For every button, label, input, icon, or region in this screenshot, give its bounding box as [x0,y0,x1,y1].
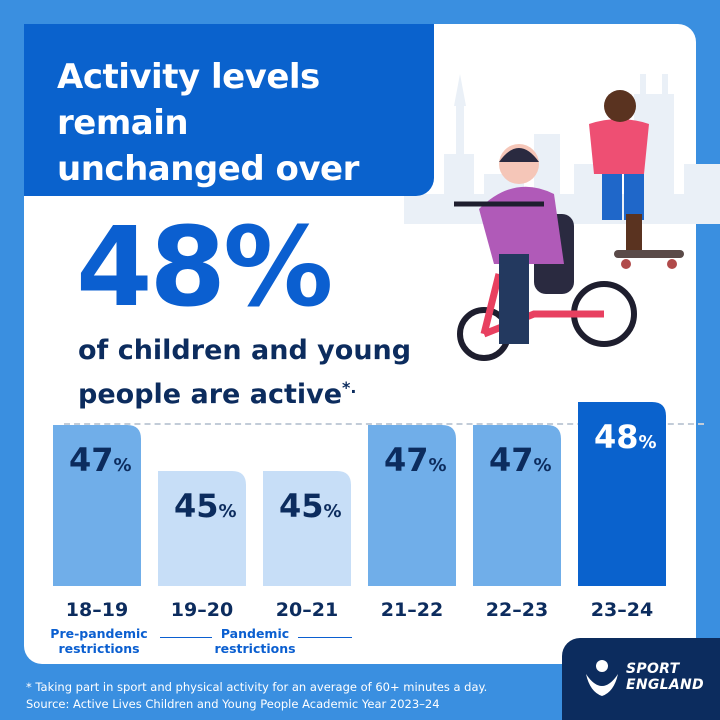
child-on-adaptive-tricycle-icon [454,144,637,361]
footnote-definition: * Taking part in sport and physical acti… [26,680,488,694]
bar-19–20 [158,471,246,586]
bar-23–24 [578,402,666,586]
logo-text: SPORT ENGLAND [626,661,704,693]
bar-18–19 [53,425,141,586]
bar-value-label: 48% [594,418,657,456]
category-label: 21–22 [381,599,443,621]
group-label-pre-pandemic: Pre-pandemic restrictions [50,626,148,656]
footnote-source: Source: Active Lives Children and Young … [26,697,440,711]
category-label: 18–19 [66,599,128,621]
category-label: 19–20 [171,599,233,621]
footnote: * Taking part in sport and physical acti… [26,679,487,713]
group-line-left [160,637,212,638]
footnote-mark: *. [342,378,357,397]
bar-value-label: 47% [489,441,552,479]
headline-text: of children and young people are active [78,335,412,410]
sport-england-logo: SPORT ENGLAND [562,638,720,720]
bar-20–21 [263,471,351,586]
category-label: 22–23 [486,599,548,621]
divider [64,423,704,425]
group-label-pandemic: Pandemic restrictions [214,626,296,656]
group-line-right [298,637,352,638]
illustration [404,74,720,361]
bar-22–23 [473,425,561,586]
category-label: 20–21 [276,599,338,621]
sport-england-logo-icon [586,660,618,696]
bar-value-label: 47% [69,441,132,479]
category-label: 23–24 [591,599,653,621]
logo-line-1: SPORT [626,661,680,677]
bar-value-label: 45% [279,487,342,525]
bar-21–22 [368,425,456,586]
logo-line-2: ENGLAND [626,677,704,693]
headline-description: of children and young people are active*… [78,332,428,413]
boy-on-skateboard-icon [589,90,684,269]
page-title: Activity levels remain unchanged over th… [57,57,359,281]
bar-value-label: 47% [384,441,447,479]
headline-percentage: 48% [76,203,333,331]
bar-value-label: 45% [174,487,237,525]
title-box: Activity levels remain unchanged over th… [24,24,434,281]
